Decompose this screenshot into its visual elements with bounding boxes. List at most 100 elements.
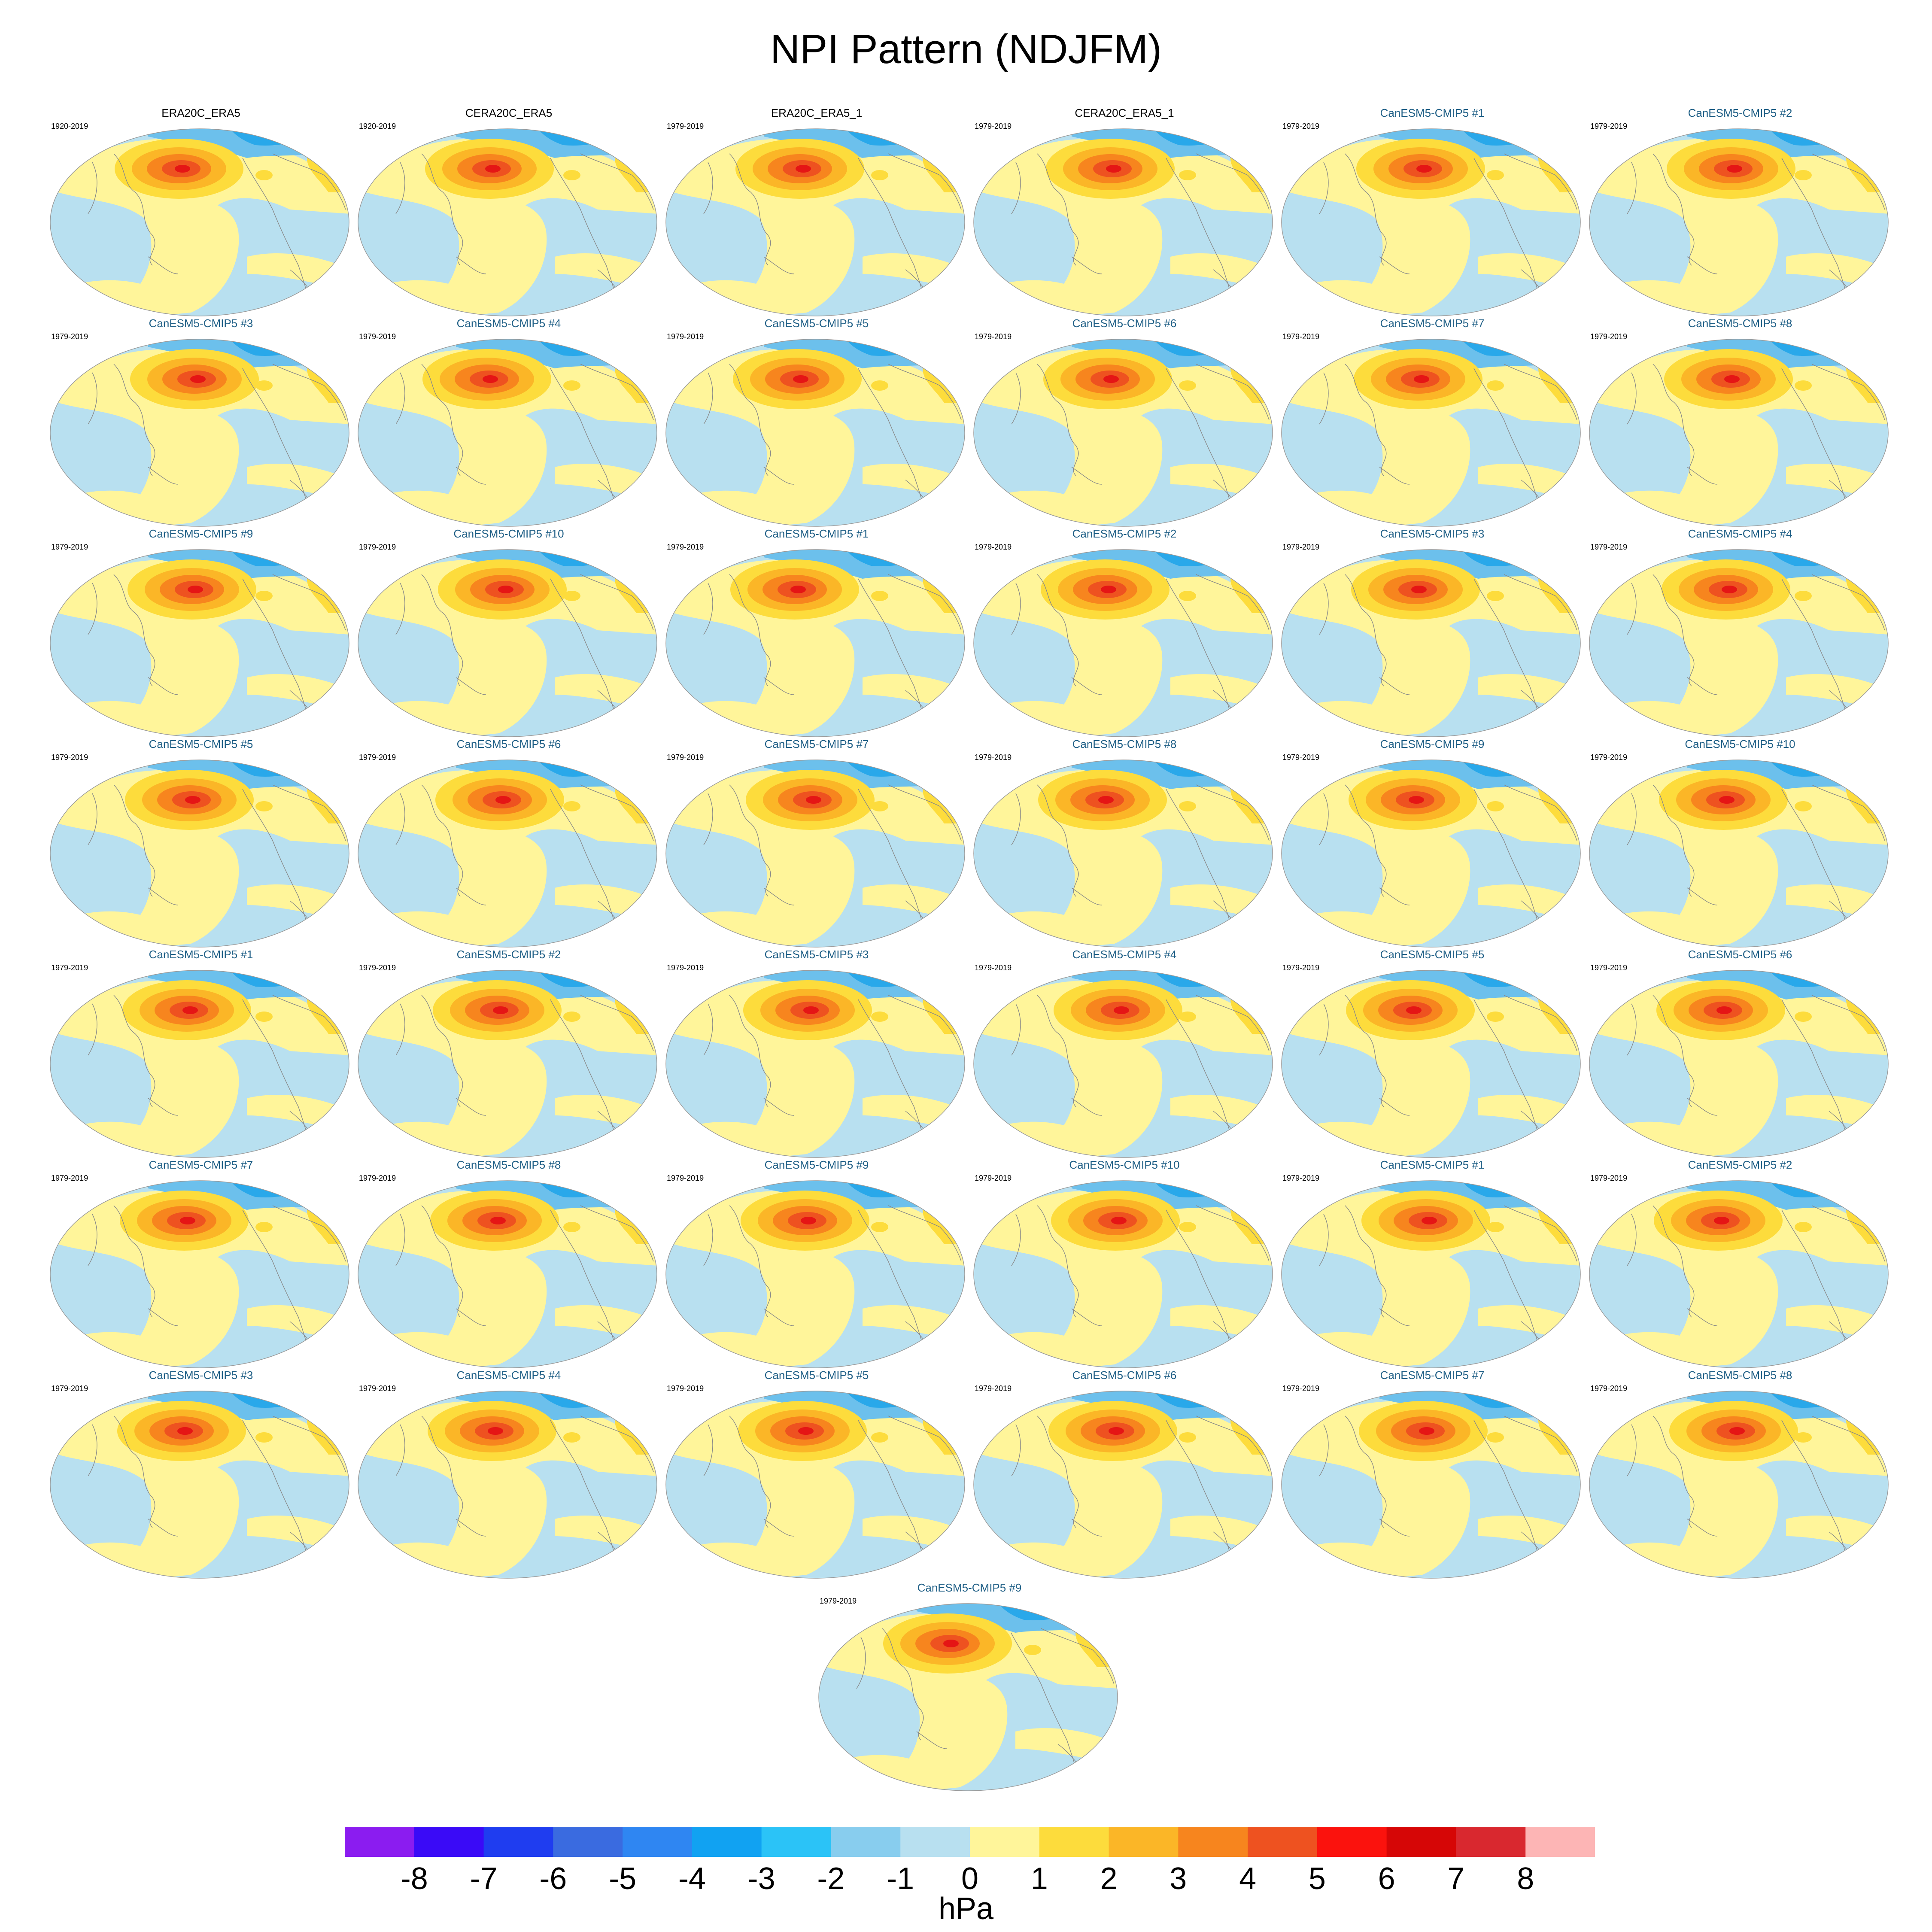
panel-period: 1979-2019	[359, 1174, 396, 1182]
map-field	[358, 1391, 657, 1579]
map-panel: CanESM5-CMIP5 #3 1979-2019	[49, 1369, 352, 1579]
panel-title: CanESM5-CMIP5 #9	[917, 1581, 1022, 1594]
panel-period: 1979-2019	[359, 543, 396, 551]
panel-title: CanESM5-CMIP5 #7	[1380, 317, 1485, 330]
panel-period: 1979-2019	[1282, 122, 1320, 131]
panel-title: CanESM5-CMIP5 #4	[1688, 527, 1792, 540]
colorbar-units: hPa	[938, 1892, 994, 1926]
panel-period: 1920-2019	[359, 122, 396, 131]
panel-period: 1979-2019	[820, 1597, 857, 1605]
map-panel: CanESM5-CMIP5 #10 1979-2019	[1589, 738, 1892, 948]
panel-title: ERA20C_ERA5_1	[771, 106, 863, 119]
map-panel: CanESM5-CMIP5 #7 1979-2019	[665, 738, 968, 948]
map-panel: CanESM5-CMIP5 #2 1979-2019	[1589, 106, 1892, 316]
panel-title: CanESM5-CMIP5 #7	[149, 1158, 253, 1171]
panel-period: 1979-2019	[1590, 122, 1628, 131]
panel-period: 1979-2019	[667, 543, 704, 551]
panel-period: 1979-2019	[1282, 963, 1320, 972]
panel-title: CERA20C_ERA5	[465, 106, 553, 119]
panel-title: CanESM5-CMIP5 #2	[1688, 106, 1792, 119]
map-field	[358, 759, 657, 948]
panel-period: 1979-2019	[975, 122, 1012, 131]
colorbar-swatch	[1248, 1827, 1318, 1857]
panel-title: CERA20C_ERA5_1	[1075, 106, 1174, 119]
colorbar-tick-label: 3	[1170, 1862, 1187, 1896]
map-panel: CanESM5-CMIP5 #6 1979-2019	[357, 738, 660, 948]
panel-title: CanESM5-CMIP5 #3	[149, 1369, 253, 1382]
map-field	[358, 549, 657, 737]
panel-period: 1979-2019	[667, 753, 704, 762]
map-panel: CanESM5-CMIP5 #6 1979-2019	[973, 317, 1276, 527]
panel-title: CanESM5-CMIP5 #7	[1380, 1369, 1485, 1382]
map-panel: CanESM5-CMIP5 #1 1979-2019	[49, 948, 352, 1158]
panel-period: 1979-2019	[1590, 753, 1628, 762]
map-field	[50, 970, 349, 1158]
panel-period: 1979-2019	[975, 963, 1012, 972]
map-panel: CanESM5-CMIP5 #1 1979-2019	[1281, 106, 1584, 316]
panel-title: CanESM5-CMIP5 #1	[149, 948, 253, 961]
colorbar-swatch	[692, 1827, 762, 1857]
map-panel: CanESM5-CMIP5 #3 1979-2019	[49, 317, 352, 527]
panel-title: CanESM5-CMIP5 #9	[1380, 738, 1485, 750]
panel-title: CanESM5-CMIP5 #1	[764, 527, 869, 540]
colorbar-swatch	[831, 1827, 901, 1857]
map-panel: CanESM5-CMIP5 #9 1979-2019	[49, 527, 352, 737]
map-field	[818, 1603, 1118, 1791]
map-field	[1589, 128, 1889, 316]
map-panel: CanESM5-CMIP5 #8 1979-2019	[1589, 317, 1892, 527]
panel-title: CanESM5-CMIP5 #6	[1688, 948, 1792, 961]
panel-period: 1979-2019	[359, 963, 396, 972]
page-title: NPI Pattern (NDJFM)	[770, 26, 1162, 72]
map-field	[665, 128, 965, 316]
colorbar-swatch	[345, 1827, 415, 1857]
colorbar-swatch	[553, 1827, 623, 1857]
colorbar-swatch	[483, 1827, 553, 1857]
map-panel: CanESM5-CMIP5 #6 1979-2019	[973, 1369, 1276, 1579]
map-panel: CanESM5-CMIP5 #8 1979-2019	[1589, 1369, 1892, 1579]
map-panel: CanESM5-CMIP5 #5 1979-2019	[1281, 948, 1584, 1158]
map-panel: CanESM5-CMIP5 #2 1979-2019	[973, 527, 1276, 737]
panel-period: 1979-2019	[667, 332, 704, 341]
map-panel: CanESM5-CMIP5 #3 1979-2019	[1281, 527, 1584, 737]
panel-period: 1979-2019	[667, 963, 704, 972]
map-field	[50, 339, 349, 527]
map-field	[665, 339, 965, 527]
colorbar	[345, 1827, 1595, 1857]
map-panel: CanESM5-CMIP5 #5 1979-2019	[665, 1369, 968, 1579]
panel-title: CanESM5-CMIP5 #9	[149, 527, 253, 540]
panel-title: CanESM5-CMIP5 #2	[456, 948, 561, 961]
panel-period: 1979-2019	[51, 332, 88, 341]
map-field	[973, 1391, 1273, 1579]
panel-period: 1920-2019	[51, 122, 88, 131]
map-field	[973, 339, 1273, 527]
map-panel: CanESM5-CMIP5 #7 1979-2019	[1281, 1369, 1584, 1579]
colorbar-swatch	[1525, 1827, 1595, 1857]
panel-period: 1979-2019	[51, 753, 88, 762]
map-panel: CanESM5-CMIP5 #4 1979-2019	[973, 948, 1276, 1158]
map-panel: ERA20C_ERA5 1920-2019	[49, 106, 352, 316]
panel-title: CanESM5-CMIP5 #3	[764, 948, 869, 961]
panel-title: CanESM5-CMIP5 #1	[1380, 1158, 1485, 1171]
map-field	[50, 1180, 349, 1368]
colorbar-swatch	[900, 1827, 970, 1857]
map-field	[665, 1180, 965, 1368]
colorbar-tick-label: 5	[1308, 1862, 1326, 1896]
colorbar-tick-label: 1	[1030, 1862, 1048, 1896]
map-panel: CanESM5-CMIP5 #2 1979-2019	[1589, 1158, 1892, 1368]
map-panel: CanESM5-CMIP5 #3 1979-2019	[665, 948, 968, 1158]
panel-period: 1979-2019	[667, 122, 704, 131]
map-field	[1589, 549, 1889, 737]
map-field	[1589, 759, 1889, 948]
map-field	[1281, 549, 1581, 737]
panel-period: 1979-2019	[359, 332, 396, 341]
map-field	[50, 128, 349, 316]
map-field	[1589, 1180, 1889, 1368]
panel-title: CanESM5-CMIP5 #5	[1380, 948, 1485, 961]
map-field	[1281, 128, 1581, 316]
panel-title: CanESM5-CMIP5 #5	[149, 738, 253, 750]
map-field	[665, 970, 965, 1158]
map-panel: CanESM5-CMIP5 #9 1979-2019	[1281, 738, 1584, 948]
panel-period: 1979-2019	[975, 543, 1012, 551]
colorbar-tick-label: 0	[961, 1862, 979, 1896]
map-field	[358, 970, 657, 1158]
